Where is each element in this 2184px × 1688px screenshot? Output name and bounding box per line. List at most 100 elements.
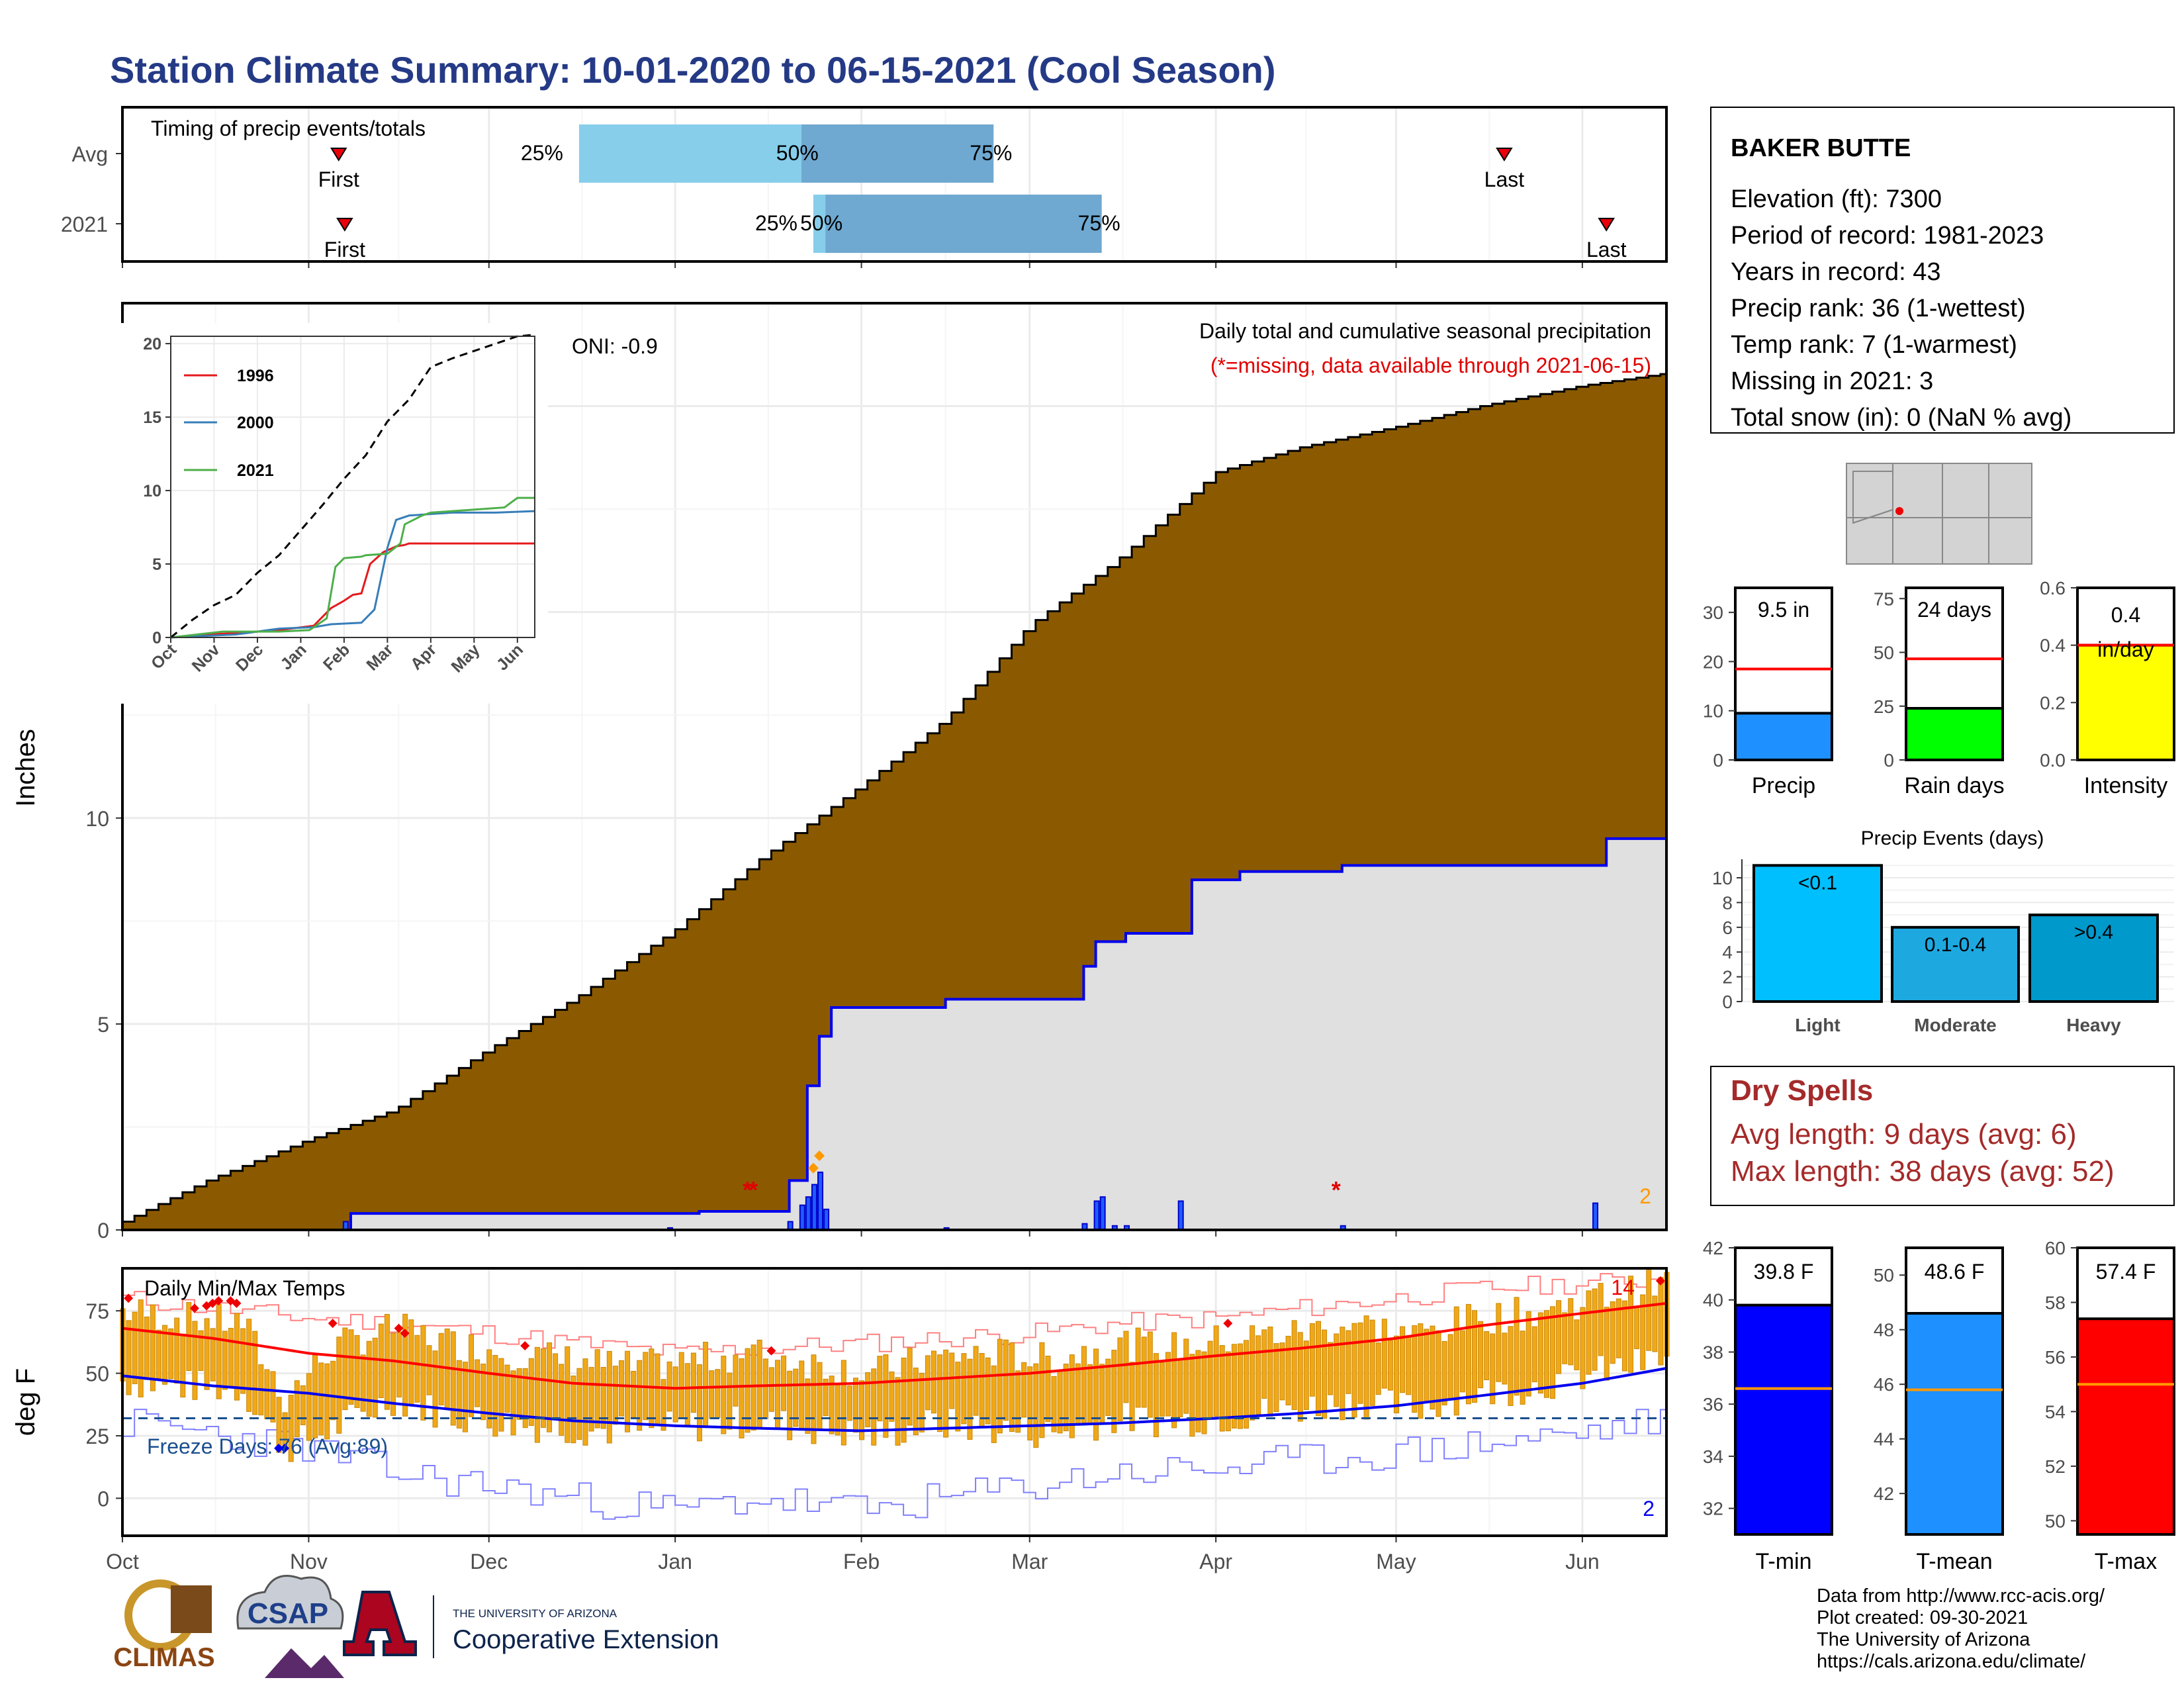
summary-y-tick-label: 0: [1884, 750, 1894, 771]
daily-temp-bar: [1459, 1330, 1465, 1393]
daily-temp-bar: [312, 1354, 318, 1438]
record-high-marker: [214, 1296, 224, 1306]
precip-y-axis-label: Inches: [11, 729, 40, 807]
record-high-marker: [328, 1319, 338, 1329]
daily-temp-bar: [228, 1328, 234, 1387]
daily-temp-bar: [787, 1370, 793, 1440]
precip-event-bar: [1891, 925, 2020, 1003]
temp-x-tick-label: Jun: [1565, 1550, 1600, 1573]
temp-bar-value: [2076, 1317, 2175, 1536]
precip-event-bar-label: 0.1-0.4: [1925, 934, 1986, 956]
summary-y-tick-label: 0: [1713, 750, 1723, 771]
precip-panel-title: Daily total and cumulative seasonal prec…: [1199, 319, 1651, 343]
daily-temp-bar: [955, 1362, 961, 1432]
daily-temp-bar: [174, 1317, 180, 1384]
daily-temp-bar: [1165, 1352, 1171, 1417]
daily-temp-bar: [234, 1313, 240, 1401]
daily-temp-bar: [1453, 1306, 1459, 1416]
daily-temp-bar: [588, 1367, 594, 1432]
daily-temp-bar: [1621, 1300, 1627, 1372]
record-high-marker: [400, 1329, 410, 1338]
temp-x-tick-label: Dec: [470, 1550, 508, 1573]
temp-bar-y-tick-label: 46: [1874, 1374, 1894, 1395]
map-border: [1852, 509, 1893, 524]
daily-temp-bar: [1472, 1310, 1478, 1403]
temp-y-tick-label: 50: [85, 1362, 109, 1386]
summary-y-tick-label: 0.2: [2040, 692, 2066, 713]
daily-temp-bar: [324, 1363, 330, 1440]
daily-temp-bar: [1099, 1364, 1105, 1423]
daily-temp-bar: [570, 1376, 576, 1444]
daily-temp-bar: [768, 1367, 774, 1412]
daily-temp-bar: [690, 1352, 696, 1413]
record-high-marker: [766, 1346, 776, 1356]
daily-temp-bar: [1225, 1351, 1231, 1432]
record-high-marker: [189, 1303, 199, 1313]
last-event-label: Last: [1586, 238, 1627, 261]
daily-temp-bar: [612, 1366, 618, 1425]
daily-temp-bar: [1201, 1351, 1207, 1434]
daily-temp-bar: [1393, 1335, 1399, 1414]
temp-x-tick-label: May: [1376, 1550, 1416, 1573]
daily-temp-bar: [1496, 1303, 1502, 1382]
daily-temp-bar: [1123, 1331, 1129, 1403]
daily-temp-bar: [1334, 1333, 1340, 1407]
daily-temp-bar: [684, 1363, 690, 1427]
daily-temp-bar: [1315, 1321, 1321, 1417]
dry-spells-avg: Avg length: 9 days (avg: 6): [1731, 1118, 2077, 1150]
daily-temp-bar: [1369, 1319, 1375, 1406]
events-y-tick-label: 8: [1722, 892, 1733, 913]
temp-bar-y-tick-label: 52: [2045, 1456, 2066, 1477]
page-title: Station Climate Summary: 10-01-2020 to 0…: [110, 49, 1276, 91]
daily-temp-bar: [1244, 1340, 1250, 1429]
daily-temp-bar: [414, 1335, 420, 1403]
daily-temp-bar: [600, 1367, 606, 1429]
daily-temp-bar: [1520, 1331, 1525, 1405]
daily-temp-bar: [1387, 1340, 1393, 1391]
record-low-count: 2: [1643, 1497, 1655, 1521]
daily-temp-bar: [1381, 1319, 1387, 1389]
precip-events-title: Precip Events (days): [1861, 827, 2044, 849]
missing-data-marker: *: [1332, 1176, 1341, 1203]
daily-temp-bar: [462, 1362, 468, 1432]
events-y-tick-label: 6: [1722, 917, 1733, 938]
daily-precip-bar: [1177, 1200, 1184, 1231]
timing-frame: [121, 106, 1668, 263]
daily-temp-bar: [126, 1320, 132, 1395]
inset-legend-label: 2021: [237, 461, 274, 480]
daily-temp-bar: [1363, 1315, 1369, 1420]
temp-x-tick-label: Feb: [843, 1550, 880, 1573]
precip-event-category: Light: [1795, 1015, 1840, 1035]
timing-bar-q25-q50: [578, 124, 801, 183]
daily-temp-bar: [576, 1368, 582, 1440]
temp-x-tick-label: Mar: [1011, 1550, 1048, 1573]
daily-temp-bar: [1640, 1294, 1646, 1370]
footer-credit-line: Plot created: 09-30-2021: [1817, 1607, 2028, 1628]
daily-temp-bar: [288, 1395, 294, 1462]
daily-temp-bar: [522, 1368, 528, 1429]
daily-temp-bar: [1117, 1337, 1123, 1421]
temp-bar-y-tick-label: 36: [1703, 1394, 1723, 1415]
footer-credit-line: Data from http://www.rcc-acis.org/: [1817, 1585, 2105, 1607]
daily-temp-bar: [1075, 1363, 1081, 1425]
daily-temp-bar: [895, 1377, 901, 1446]
daily-temp-bar: [1508, 1326, 1514, 1406]
daily-temp-bar: [829, 1376, 835, 1434]
summary-bar-value: [2076, 643, 2175, 762]
daily-temp-bar: [342, 1327, 348, 1411]
temp-x-tick-label: Nov: [290, 1550, 328, 1573]
timing-bar-q50-q75: [801, 124, 994, 183]
daily-temp-bar: [1357, 1322, 1363, 1404]
record-high-marker: [394, 1323, 404, 1333]
daily-temp-bar: [469, 1334, 475, 1417]
daily-temp-bar: [192, 1321, 198, 1400]
summary-y-tick-label: 75: [1874, 588, 1894, 609]
daily-temp-bar: [1027, 1366, 1033, 1440]
inset-series-line: [170, 334, 535, 639]
daily-temp-bar: [703, 1342, 709, 1427]
daily-temp-bar: [1345, 1330, 1351, 1394]
daily-temp-bar: [504, 1364, 510, 1413]
daily-temp-bar: [540, 1348, 546, 1428]
ua-logo: THE UNIVERSITY OF ARIZONA Cooperative Ext…: [343, 1591, 719, 1658]
